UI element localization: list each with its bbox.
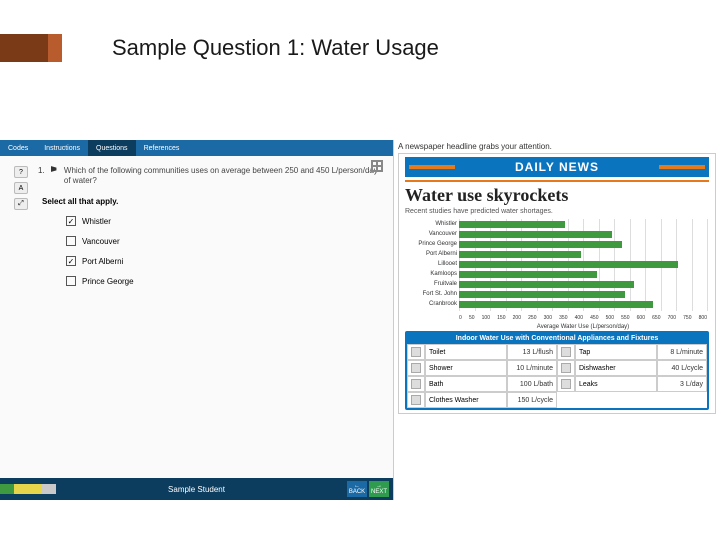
bar-label: Vancouver <box>405 231 457 237</box>
appliance-icon <box>407 344 425 360</box>
progress-blocks <box>0 484 56 494</box>
bar <box>459 231 612 238</box>
appliance-name: Toilet <box>425 344 507 360</box>
option-whistler[interactable]: ✓ Whistler <box>66 216 379 226</box>
appliance-icon <box>557 376 575 392</box>
option-label: Vancouver <box>82 237 120 246</box>
next-button[interactable]: →NEXT <box>369 481 389 497</box>
bar-label: Prince George <box>405 241 457 247</box>
bar-row: Port Alberni <box>459 249 709 259</box>
appliance-value: 150 L/cycle <box>507 392 557 408</box>
bar-row: Cranbrook <box>459 299 709 309</box>
title-accent <box>0 34 62 62</box>
appliance-icon <box>557 360 575 376</box>
option-vancouver[interactable]: Vancouver <box>66 236 379 246</box>
appliance-value: 3 L/day <box>657 376 707 392</box>
appliance-value: 40 L/cycle <box>657 360 707 376</box>
option-port-alberni[interactable]: ✓ Port Alberni <box>66 256 379 266</box>
app-tabs: CodesInstructionsQuestionsReferences <box>0 140 393 156</box>
checkbox[interactable] <box>66 276 76 286</box>
bar-label: Kamloops <box>405 271 457 277</box>
appliance-icon <box>407 392 425 408</box>
tab-codes[interactable]: Codes <box>0 140 36 156</box>
bar-row: Vancouver <box>459 229 709 239</box>
back-button[interactable]: ←BACK <box>347 481 367 497</box>
usage-table-header: Indoor Water Use with Conventional Appli… <box>407 333 707 344</box>
options-list: ✓ Whistler Vancouver ✓ Port Alberni Prince Ge… <box>66 216 379 286</box>
tab-questions[interactable]: Questions <box>88 140 136 156</box>
font-size-icon[interactable]: A <box>14 182 28 194</box>
flag-icon[interactable] <box>51 166 58 174</box>
slide-title: Sample Question 1: Water Usage <box>112 35 439 61</box>
bar <box>459 241 622 248</box>
bar-label: Fruitvale <box>405 281 457 287</box>
appliance-value: 13 L/flush <box>507 344 557 360</box>
bar <box>459 221 565 228</box>
option-label: Whistler <box>82 217 111 226</box>
bar-row: Kamloops <box>459 269 709 279</box>
bar-row: Whistler <box>459 219 709 229</box>
headline-note: A newspaper headline grabs your attentio… <box>398 142 716 151</box>
appliance-value: 100 L/bath <box>507 376 557 392</box>
bar-row: Lillooet <box>459 259 709 269</box>
question-row: 1. Which of the following communities us… <box>38 166 379 185</box>
bar-row: Prince George <box>459 239 709 249</box>
option-label: Port Alberni <box>82 257 123 266</box>
select-instruction: Select all that apply. <box>42 197 379 206</box>
news-subhead: Recent studies have predicted water shor… <box>405 208 709 215</box>
bar <box>459 301 653 308</box>
bar <box>459 281 634 288</box>
toolbar: ? A ⤢ <box>14 166 32 210</box>
appliance-value: 8 L/minute <box>657 344 707 360</box>
bar-row: Fruitvale <box>459 279 709 289</box>
appliance-icon <box>407 376 425 392</box>
bar-row: Fort St. John <box>459 289 709 299</box>
checkbox[interactable] <box>66 236 76 246</box>
bar <box>459 251 581 258</box>
rule <box>405 180 709 182</box>
zoom-icon[interactable]: ⤢ <box>14 198 28 210</box>
appliance-name: Bath <box>425 376 507 392</box>
usage-table: Indoor Water Use with Conventional Appli… <box>405 331 709 410</box>
help-icon[interactable]: ? <box>14 166 28 178</box>
nav-buttons: ←BACK →NEXT <box>347 481 389 497</box>
bar-label: Port Alberni <box>405 251 457 257</box>
appliance-icon <box>557 344 575 360</box>
masthead: DAILY NEWS <box>405 157 709 177</box>
checkbox[interactable]: ✓ <box>66 216 76 226</box>
bar <box>459 261 678 268</box>
question-body: ? A ⤢ 1. Which of the following communit… <box>0 156 393 296</box>
stimulus-panel: A newspaper headline grabs your attentio… <box>394 140 720 500</box>
assessment-app: CodesInstructionsQuestionsReferences ? A… <box>0 140 394 500</box>
bar-label: Lillooet <box>405 261 457 267</box>
appliance-name: Leaks <box>575 376 657 392</box>
bar-label: Whistler <box>405 221 457 227</box>
slide-title-row: Sample Question 1: Water Usage <box>0 28 720 68</box>
footer-user: Sample Student <box>168 485 225 494</box>
option-prince-george[interactable]: Prince George <box>66 276 379 286</box>
newspaper: DAILY NEWS Water use skyrockets Recent s… <box>398 153 716 414</box>
bar-label: Cranbrook <box>405 301 457 307</box>
grid-icon[interactable] <box>371 160 383 172</box>
option-label: Prince George <box>82 277 134 286</box>
question-text: Which of the following communities uses … <box>64 166 379 185</box>
tab-instructions[interactable]: Instructions <box>36 140 88 156</box>
appliance-name: Dishwasher <box>575 360 657 376</box>
appliance-icon <box>407 360 425 376</box>
app-footer: Sample Student ←BACK →NEXT <box>0 478 393 500</box>
appliance-name: Shower <box>425 360 507 376</box>
news-headline: Water use skyrockets <box>405 185 709 206</box>
bar <box>459 271 597 278</box>
tab-references[interactable]: References <box>136 140 188 156</box>
water-use-chart: WhistlerVancouverPrince GeorgePort Alber… <box>405 219 709 327</box>
bar-label: Fort St. John <box>405 291 457 297</box>
appliance-name: Clothes Washer <box>425 392 507 408</box>
appliance-value: 10 L/minute <box>507 360 557 376</box>
checkbox[interactable]: ✓ <box>66 256 76 266</box>
bar <box>459 291 625 298</box>
chart-xlabel: Average Water Use (L/person/day) <box>459 324 707 330</box>
question-number: 1. <box>38 166 45 175</box>
appliance-name: Tap <box>575 344 657 360</box>
